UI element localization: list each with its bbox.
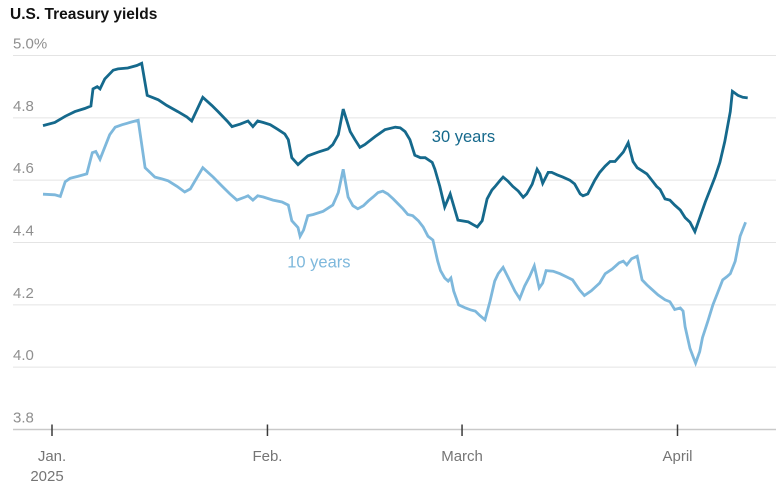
y-axis-label: 4.4 (13, 223, 34, 240)
y-axis-label: 4.8 (13, 98, 34, 115)
y-axis-label: 4.2 (13, 285, 34, 302)
y-axis-label: 4.0 (13, 347, 34, 364)
series-labels: 30 years 10 years (287, 128, 495, 272)
chart-title: U.S. Treasury yields (10, 6, 158, 23)
x-axis: Jan. Feb. March April 2025 (30, 424, 693, 485)
line-10-years (42, 118, 747, 368)
month-label: April (662, 448, 692, 465)
series-label-10-years: 10 years (287, 254, 350, 272)
month-label: Jan. (38, 448, 66, 465)
y-axis-label: 3.8 (13, 410, 34, 427)
y-axis-label: 5.0% (13, 36, 47, 53)
y-axis-label: 4.6 (13, 160, 34, 177)
y-axis-labels: 5.0% 4.8 4.6 4.4 4.2 4.0 3.8 (13, 36, 47, 427)
line-30-years (42, 61, 748, 236)
month-label: March (441, 448, 483, 465)
series-label-30-years: 30 years (432, 128, 495, 146)
series-lines (42, 61, 748, 368)
y-gridlines (13, 55, 776, 431)
year-label: 2025 (30, 468, 63, 485)
month-label: Feb. (252, 448, 282, 465)
